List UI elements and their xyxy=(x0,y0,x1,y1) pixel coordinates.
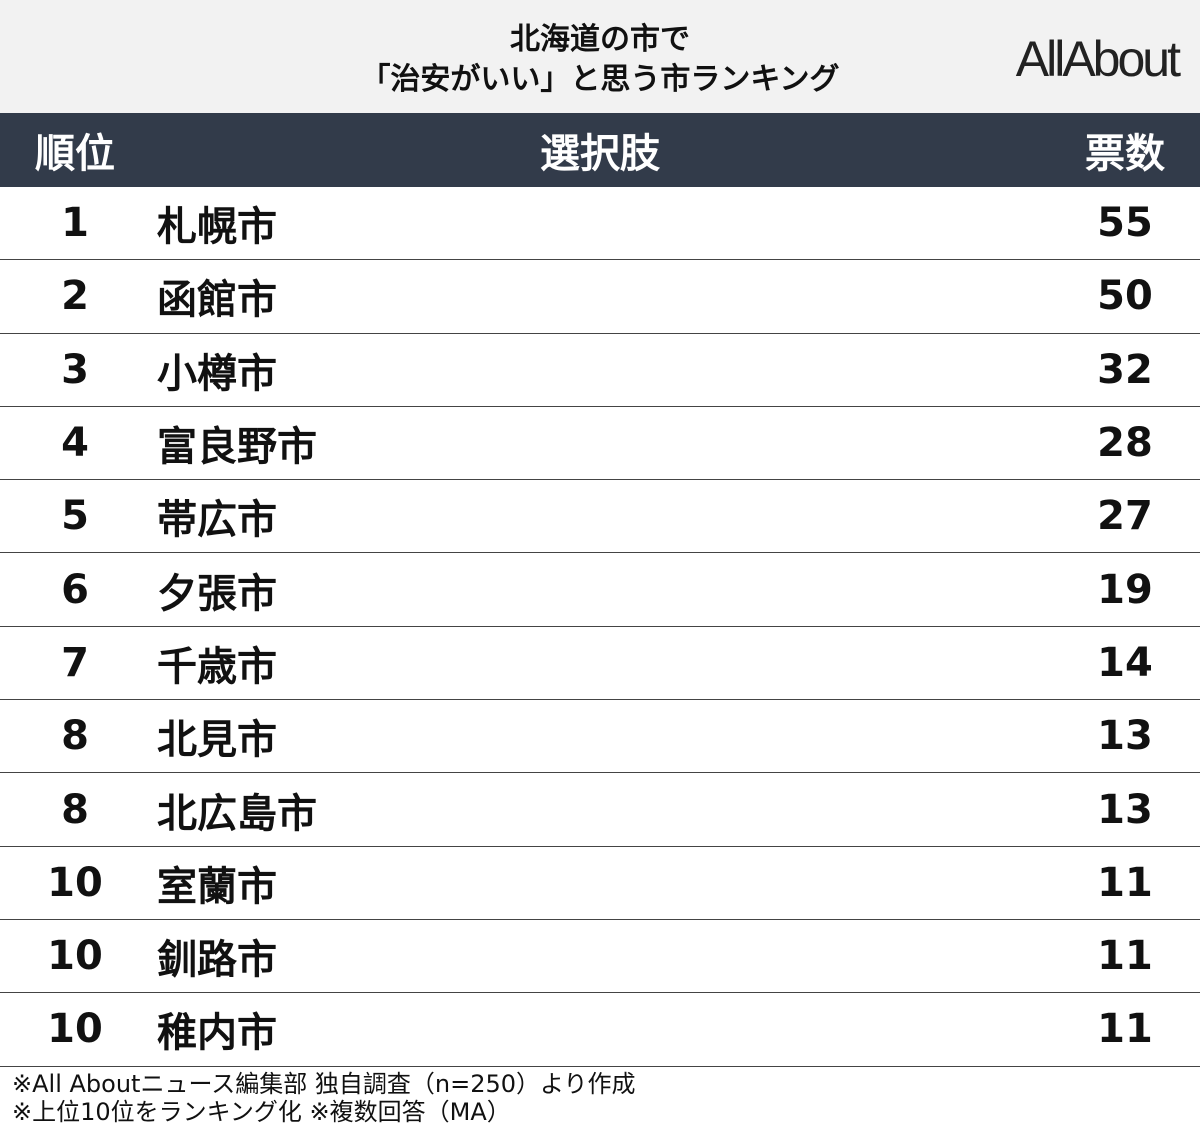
votes-cell: 13 xyxy=(1097,786,1153,833)
city-cell: 北見市 xyxy=(157,717,277,764)
table-row: 4 富良野市 28 xyxy=(0,407,1200,481)
rank-cell: 8 xyxy=(61,713,89,760)
rank-cell: 8 xyxy=(61,786,89,833)
votes-cell: 14 xyxy=(1097,639,1153,686)
votes-cell: 27 xyxy=(1097,493,1153,540)
rank-cell: 1 xyxy=(61,200,89,247)
rank-cell: 4 xyxy=(61,420,89,467)
city-cell: 夕張市 xyxy=(157,570,277,617)
votes-cell: 55 xyxy=(1097,200,1153,247)
table-row: 7 千歳市 14 xyxy=(0,627,1200,701)
city-cell: 稚内市 xyxy=(157,1010,277,1057)
footer-note: ※上位10位をランキング化 ※複数回答（MA） xyxy=(12,1098,511,1126)
column-header: 票数 xyxy=(1085,131,1165,177)
votes-cell: 19 xyxy=(1097,566,1153,613)
city-cell: 室蘭市 xyxy=(157,863,277,910)
rank-cell: 3 xyxy=(61,346,89,393)
city-cell: 小樽市 xyxy=(157,350,277,397)
table-row: 2 函館市 50 xyxy=(0,260,1200,334)
rank-cell: 5 xyxy=(61,493,89,540)
column-header: 順位 xyxy=(35,131,115,177)
column-header: 選択肢 xyxy=(540,131,660,177)
votes-cell: 11 xyxy=(1097,859,1153,906)
table-row: 8 北広島市 13 xyxy=(0,773,1200,847)
table-row: 10 稚内市 11 xyxy=(0,993,1200,1067)
table-row: 5 帯広市 27 xyxy=(0,480,1200,554)
logo: AllAbout xyxy=(1015,31,1181,87)
footer: ※All Aboutニュース編集部 独自調査（n=250）より作成 ※上位10位… xyxy=(12,1070,636,1126)
table-row: 10 釧路市 11 xyxy=(0,920,1200,994)
rank-cell: 10 xyxy=(47,859,103,906)
header: 北海道の市で 「治安がいい」と思う市ランキング AllAbout xyxy=(0,0,1200,113)
votes-cell: 32 xyxy=(1097,346,1153,393)
votes-cell: 50 xyxy=(1097,273,1153,320)
city-cell: 千歳市 xyxy=(157,643,277,690)
table-header: 順位 選択肢 票数 xyxy=(0,113,1200,187)
table-row: 6 夕張市 19 xyxy=(0,553,1200,627)
title: 北海道の市で 「治安がいい」と思う市ランキング xyxy=(0,20,1200,100)
table-row: 1 札幌市 55 xyxy=(0,187,1200,261)
table-row: 3 小樽市 32 xyxy=(0,334,1200,407)
title-line: 「治安がいい」と思う市ランキング xyxy=(360,62,840,97)
table-row: 10 室蘭市 11 xyxy=(0,847,1200,920)
table-body: 1 札幌市 55 2 函館市 50 3 小樽市 32 4 富良野市 28 5 帯広市 27 6 夕張市 19 7 千歳… xyxy=(0,187,1200,1067)
votes-cell: 11 xyxy=(1097,1006,1153,1053)
city-cell: 釧路市 xyxy=(157,937,277,984)
rank-cell: 2 xyxy=(61,273,89,320)
city-cell: 函館市 xyxy=(157,277,277,324)
city-cell: 札幌市 xyxy=(157,204,277,251)
table-row: 8 北見市 13 xyxy=(0,700,1200,774)
rank-cell: 10 xyxy=(47,1006,103,1053)
rank-cell: 7 xyxy=(61,639,89,686)
votes-cell: 28 xyxy=(1097,420,1153,467)
city-cell: 北広島市 xyxy=(157,790,317,837)
city-cell: 帯広市 xyxy=(157,497,277,544)
city-cell: 富良野市 xyxy=(157,424,317,471)
rank-cell: 6 xyxy=(61,566,89,613)
votes-cell: 11 xyxy=(1097,933,1153,980)
rank-cell: 10 xyxy=(47,933,103,980)
votes-cell: 13 xyxy=(1097,713,1153,760)
footer-note: ※All Aboutニュース編集部 独自調査（n=250）より作成 xyxy=(12,1070,636,1098)
title-line: 北海道の市で xyxy=(510,22,690,57)
